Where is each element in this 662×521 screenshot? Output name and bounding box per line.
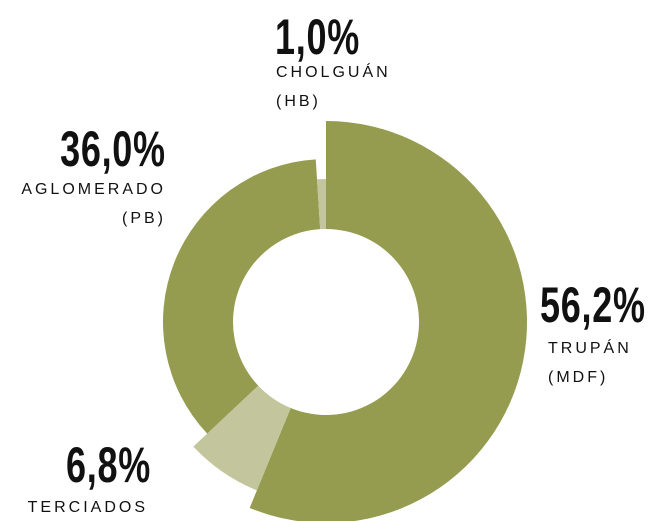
category-label: TERCIADOS xyxy=(27,499,148,516)
category-label: TRUPÁN (MDF) xyxy=(548,340,632,386)
donut-segment xyxy=(249,121,527,521)
category-label: AGLOMERADO (PB) xyxy=(21,181,166,227)
value-label: 1,0% xyxy=(275,9,360,65)
category-label: CHOLGUÁN (HB) xyxy=(276,64,391,110)
donut-segment xyxy=(317,179,326,230)
donut-segment xyxy=(193,385,291,491)
donut-segment xyxy=(163,159,321,434)
value-label: 56,2% xyxy=(540,277,646,333)
value-label: 6,8% xyxy=(66,437,151,493)
value-label: 36,0% xyxy=(60,121,166,177)
